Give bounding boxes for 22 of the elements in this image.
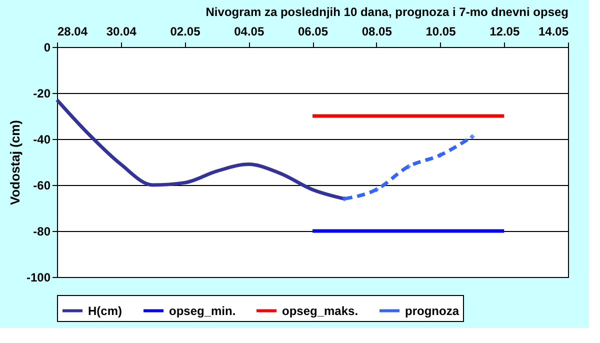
line-series [55,98,346,201]
y-tick-label: -100 [26,270,51,284]
x-tick-label: 30.04 [106,24,137,38]
y-axis-title: Vodostaj (cm) [7,120,22,205]
legend-label: opseg_min. [169,304,236,318]
legend-label: H(cm) [88,304,122,318]
y-tick-label: -20 [33,86,51,100]
x-tick-label: 12.05 [490,24,520,38]
x-tick-label: 14.05 [538,24,569,38]
chart-title: Nivogram za poslednjih 10 dana, prognoza i 7-mo dnevni opseg [206,5,568,19]
legend-label: prognoza [405,304,460,318]
x-tick-label: 10.05 [426,24,456,38]
y-tick-label: -60 [33,178,51,192]
y-tick-label: -80 [33,224,51,238]
y-tick-label: -40 [33,132,51,146]
x-tick-label: 06.05 [298,24,328,38]
x-tick-label: 04.05 [234,24,264,38]
x-tick-label: 08.05 [362,24,392,38]
x-tick-label: 02.05 [170,24,201,38]
y-tick-label: 0 [44,40,51,54]
x-tick-label: 28.04 [58,24,88,38]
legend-label: opseg_maks. [282,304,358,318]
